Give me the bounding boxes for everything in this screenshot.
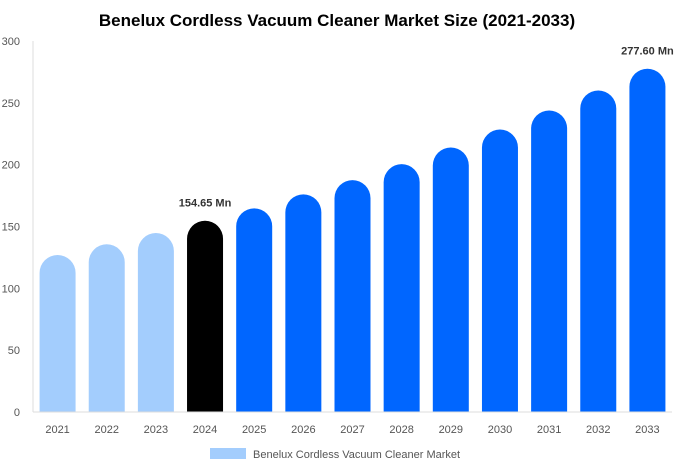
bar-2025[interactable] bbox=[236, 208, 273, 412]
x-tick-label: 2032 bbox=[586, 424, 610, 436]
bar-2024[interactable] bbox=[187, 220, 224, 412]
chart-title: Benelux Cordless Vacuum Cleaner Market S… bbox=[99, 11, 575, 30]
x-tick-label: 2021 bbox=[45, 424, 69, 436]
y-tick-label: 100 bbox=[2, 283, 20, 295]
bar-2033[interactable] bbox=[629, 68, 666, 413]
y-axis: 0 50 100 150 200 250 300 bbox=[2, 36, 34, 419]
x-axis: 2021 2022 2023 2024 2025 2026 2027 2028 2029 2030… bbox=[33, 411, 672, 436]
bar-2032[interactable] bbox=[580, 90, 617, 412]
y-tick-label: 50 bbox=[8, 345, 20, 357]
x-tick-label: 2022 bbox=[94, 424, 118, 436]
x-tick-label: 2033 bbox=[635, 424, 659, 436]
legend-label: Benelux Cordless Vacuum Cleaner Market bbox=[253, 449, 460, 461]
x-tick-label: 2031 bbox=[537, 424, 561, 436]
x-tick-label: 2025 bbox=[242, 424, 266, 436]
x-tick-label: 2030 bbox=[488, 424, 512, 436]
x-tick-label: 2027 bbox=[340, 424, 364, 436]
bar-2022[interactable] bbox=[88, 244, 125, 412]
legend[interactable]: Benelux Cordless Vacuum Cleaner Market bbox=[210, 448, 460, 461]
bar-2031[interactable] bbox=[531, 110, 568, 412]
bar-2029[interactable] bbox=[432, 147, 469, 413]
bar-2026[interactable] bbox=[285, 194, 322, 412]
bar-2023[interactable] bbox=[137, 233, 174, 412]
data-label: 277.60 Mn bbox=[621, 46, 674, 58]
bar-2021[interactable] bbox=[39, 254, 76, 412]
x-tick-label: 2026 bbox=[291, 424, 315, 436]
y-tick-label: 250 bbox=[2, 98, 20, 110]
x-tick-label: 2029 bbox=[439, 424, 463, 436]
data-label: 154.65 Mn bbox=[179, 198, 232, 210]
bars bbox=[39, 68, 666, 413]
bar-2028[interactable] bbox=[383, 164, 420, 412]
x-tick-label: 2023 bbox=[144, 424, 168, 436]
legend-swatch bbox=[210, 448, 246, 459]
y-tick-label: 200 bbox=[2, 160, 20, 172]
annotations: 154.65 Mn 277.60 Mn bbox=[179, 46, 674, 210]
x-tick-label: 2024 bbox=[193, 424, 217, 436]
bar-2027[interactable] bbox=[334, 180, 371, 412]
y-tick-label: 0 bbox=[14, 407, 20, 419]
x-tick-label: 2028 bbox=[389, 424, 413, 436]
bar-2030[interactable] bbox=[481, 129, 518, 412]
y-tick-label: 300 bbox=[2, 36, 20, 48]
y-tick-label: 150 bbox=[2, 222, 20, 234]
